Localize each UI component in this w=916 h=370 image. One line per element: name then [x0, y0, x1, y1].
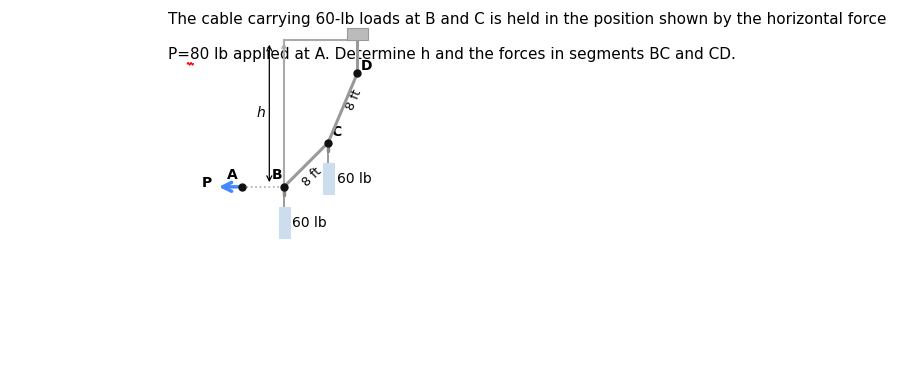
Text: D: D — [361, 59, 373, 73]
Text: C: C — [332, 125, 342, 139]
Bar — [278, 207, 289, 238]
Text: The cable carrying 60-lb loads at B and C is held in the position shown by the h: The cable carrying 60-lb loads at B and … — [169, 13, 887, 27]
Text: P: P — [202, 176, 212, 190]
Bar — [322, 163, 333, 194]
Text: h: h — [256, 107, 265, 120]
Text: 8 ft: 8 ft — [344, 88, 364, 112]
Text: 60 lb: 60 lb — [336, 172, 371, 186]
Bar — [347, 28, 367, 40]
Text: P=80 lb applied at A. Determine h and the forces in segments BC and CD.: P=80 lb applied at A. Determine h and th… — [169, 47, 736, 62]
Text: 60 lb: 60 lb — [292, 216, 327, 230]
Text: B: B — [271, 168, 282, 182]
Text: 8 ft: 8 ft — [300, 165, 324, 189]
Text: A: A — [226, 168, 237, 182]
